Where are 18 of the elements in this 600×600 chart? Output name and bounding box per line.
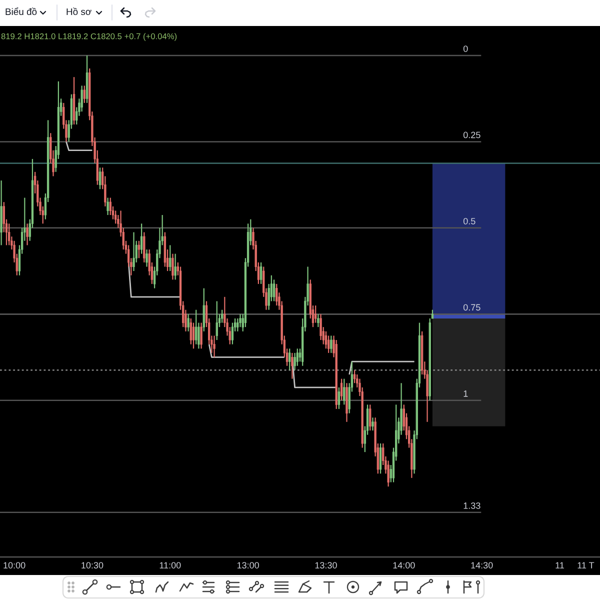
annotation: 0.75 [463,304,480,311]
annotation: 1.33 [464,502,480,509]
annotation: 0 [463,46,468,52]
annotation: 0.5 [463,218,476,224]
text: 819.2 H1821.0 L1819.2 C1820.5 +0.7 (+0.04%) [1,33,177,41]
x-tick-label: 14:30 [471,562,493,568]
annotation: 1 [464,390,468,397]
x-tick-label: 13:00 [237,562,259,568]
x-tick-label: 10:30 [82,562,104,568]
x-tick-label: 10:00 [4,562,26,568]
x-tick-label: 14:00 [393,562,415,568]
x-tick-label: 11 T [578,562,594,568]
x-tick-label: 13:30 [315,562,337,568]
text: Hồ sơ [66,8,92,16]
text: Biểu đồ [6,7,37,16]
x-tick-label: 11 [556,562,564,568]
annotation: 0.25 [463,132,480,138]
x-tick-label: 11:00 [160,562,181,568]
